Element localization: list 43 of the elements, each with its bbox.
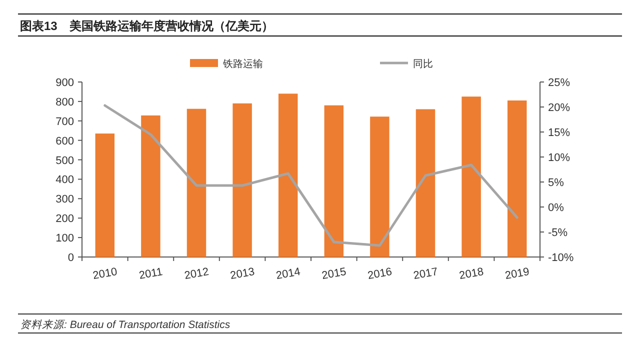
- x-tick-label: 2011: [138, 266, 164, 282]
- x-tick-label: 2010: [92, 266, 118, 282]
- y-tick-label: 800: [56, 96, 74, 108]
- bar: [232, 103, 252, 257]
- legend-label: 同比: [413, 58, 433, 70]
- y2-tick-label: 10%: [548, 152, 570, 164]
- y2-tick-label: 15%: [548, 127, 570, 139]
- text: 资料来源: Bureau of Transportation Statistics: [20, 319, 231, 331]
- bar: [370, 116, 390, 257]
- y-tick-label: 400: [56, 174, 74, 186]
- y2-tick-label: -10%: [548, 252, 574, 264]
- x-tick-label: 2015: [320, 266, 348, 282]
- bar: [141, 115, 160, 257]
- y2-tick-label: 25%: [548, 77, 570, 89]
- y2-tick-label: 5%: [548, 177, 564, 189]
- chart-title: 图表13 美国铁路运输年度营收情况（亿美元）: [20, 19, 274, 33]
- bar: [186, 108, 206, 257]
- bar: [507, 100, 527, 257]
- y-tick-label: 900: [56, 77, 74, 89]
- y2-tick-label: 20%: [548, 102, 570, 114]
- y-tick-label: 0: [68, 252, 74, 264]
- legend-label: 铁路运输: [222, 58, 263, 70]
- y-tick-label: 500: [56, 154, 74, 167]
- x-tick-label: 2017: [412, 266, 439, 282]
- x-tick-label: 2018: [458, 266, 485, 282]
- x-tick-label: 2013: [229, 266, 256, 282]
- y2-tick-label: 0%: [548, 202, 564, 214]
- bar: [278, 94, 298, 257]
- y-tick-label: 200: [56, 213, 74, 226]
- y-tick-label: 600: [56, 135, 74, 148]
- x-tick-label: 2014: [275, 266, 302, 282]
- y-tick-label: 700: [56, 116, 74, 128]
- bar: [95, 134, 115, 257]
- x-tick-label: 2012: [184, 266, 210, 282]
- x-tick-label: 2019: [504, 266, 530, 282]
- x-tick-label: 2016: [366, 266, 393, 282]
- y-tick-label: 300: [56, 194, 74, 206]
- y2-tick-label: -5%: [548, 227, 568, 239]
- line-series: [104, 104, 518, 247]
- bar: [324, 105, 344, 257]
- bar: [462, 96, 481, 257]
- y-tick-label: 100: [56, 232, 74, 245]
- bar: [416, 109, 436, 257]
